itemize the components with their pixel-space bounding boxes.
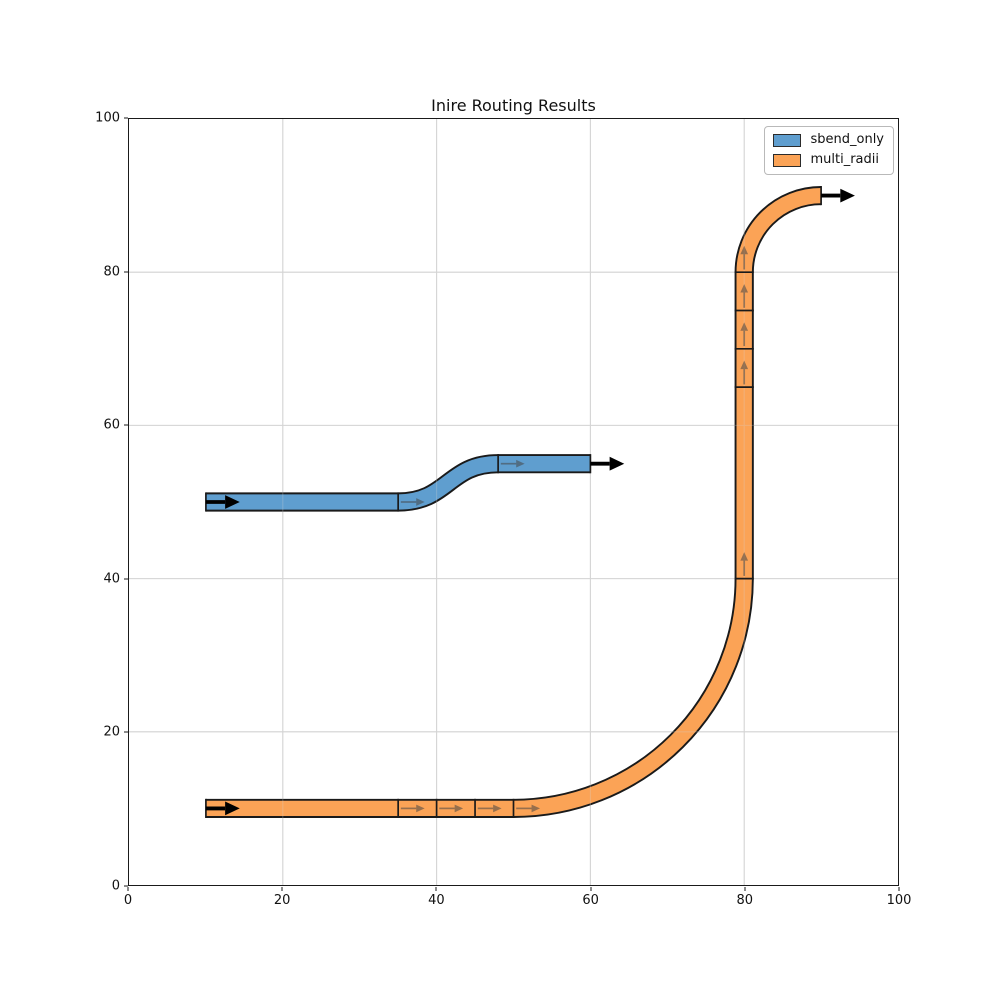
route-multi_radii-body: [205, 187, 822, 817]
x-tick-label: 20: [273, 893, 291, 908]
y-tick-mark: [124, 578, 128, 580]
y-tick-mark: [124, 731, 128, 733]
x-tick-label: 80: [736, 893, 754, 908]
port-arrow-head: [225, 801, 240, 816]
route-marks: [205, 186, 855, 818]
x-tick-label: 40: [428, 893, 445, 908]
legend-swatch: [773, 153, 802, 167]
legend-entry: sbend_only: [773, 132, 884, 148]
legend: sbend_only multi_radii: [764, 126, 894, 175]
y-tick-label: 100: [95, 110, 120, 126]
segment-direction-arrow-head: [454, 804, 464, 813]
segment-direction-arrow-head: [740, 245, 749, 255]
y-tick-mark: [124, 424, 128, 426]
legend-entry: multi_radii: [773, 152, 884, 168]
x-tick-label: 60: [582, 893, 599, 908]
segment-direction-arrow-head: [516, 459, 525, 468]
legend-label: multi_radii: [810, 152, 879, 168]
route-tubes: [205, 186, 822, 818]
plot-title: Inire Routing Results: [431, 96, 596, 115]
x-tick-mark: [281, 887, 283, 891]
grid-lines-overlay: [129, 119, 898, 885]
port-arrow-head: [840, 188, 855, 203]
x-tick-mark: [127, 887, 129, 891]
y-tick-label: 60: [103, 417, 120, 433]
x-tick-mark: [898, 887, 900, 891]
y-tick-mark: [124, 271, 128, 273]
y-tick-label: 20: [103, 724, 120, 740]
routes-svg: [129, 119, 898, 885]
x-tick-mark: [590, 887, 592, 891]
port-arrow-head: [609, 456, 625, 471]
segment-direction-arrow-head: [740, 322, 749, 331]
x-tick-label: 0: [123, 893, 133, 908]
x-tick-mark: [744, 887, 746, 891]
y-tick-mark: [124, 885, 128, 887]
segment-direction-arrow-head: [740, 284, 749, 293]
y-tick-label: 0: [111, 878, 120, 894]
plot-area: sbend_only multi_radii: [128, 118, 899, 886]
segment-direction-arrow-head: [493, 804, 502, 813]
segment-direction-arrow-head: [531, 804, 541, 813]
segment-direction-arrow-head: [740, 360, 749, 370]
legend-label: sbend_only: [810, 132, 884, 147]
segment-direction-arrow-head: [740, 552, 749, 561]
segment-direction-arrow-head: [416, 804, 425, 813]
x-tick-label: 100: [886, 893, 912, 908]
y-tick-label: 80: [103, 264, 120, 280]
y-tick-label: 40: [103, 571, 120, 587]
segment-direction-arrow-head: [416, 498, 425, 506]
legend-swatch: [773, 133, 802, 147]
y-tick-mark: [124, 117, 128, 119]
x-tick-mark: [435, 887, 437, 891]
port-arrow-head: [225, 495, 240, 509]
